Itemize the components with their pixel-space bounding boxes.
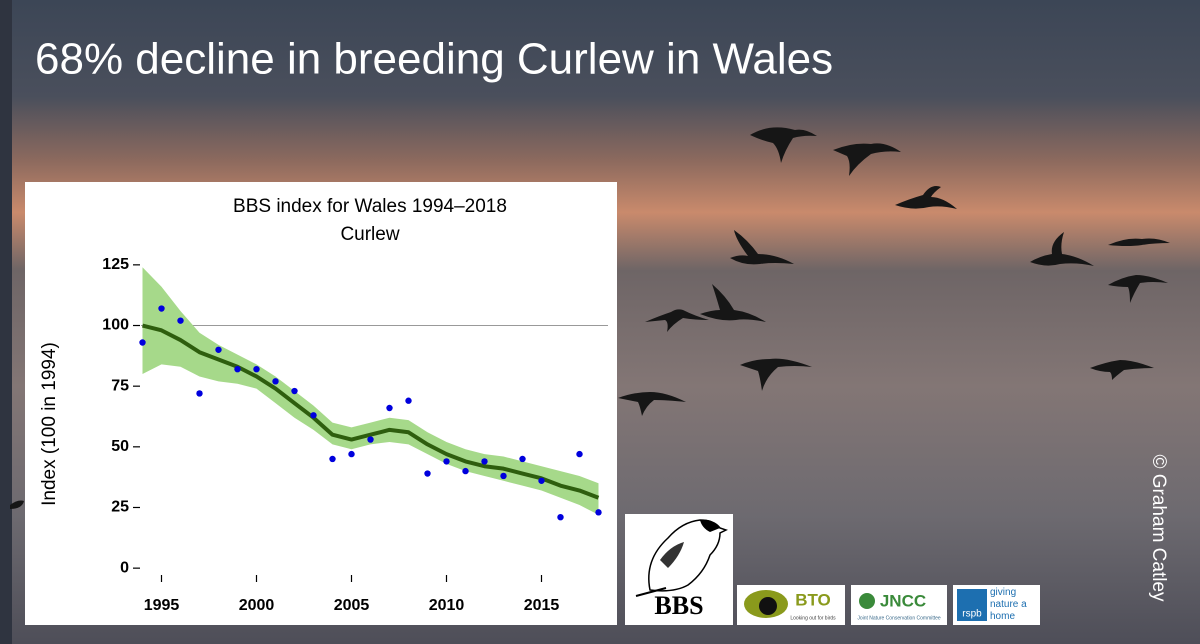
data-point	[234, 365, 241, 373]
data-point	[253, 365, 260, 373]
data-point	[139, 339, 146, 346]
y-axis-label: Index (100 in 1994)	[39, 342, 60, 506]
rspb-tagline: giving nature a home	[990, 587, 1027, 622]
data-point	[462, 467, 469, 475]
data-point	[272, 378, 279, 385]
bto-logo-text: BTO	[795, 590, 831, 609]
data-point	[481, 458, 488, 465]
bbs-bird-icon	[635, 519, 728, 597]
rspb-tagline-box: giving nature a home	[990, 587, 1027, 622]
data-point	[538, 477, 545, 484]
left-edge	[0, 0, 12, 644]
confidence-band	[142, 267, 599, 515]
data-point	[519, 455, 526, 463]
data-point	[500, 472, 507, 480]
data-point	[158, 305, 165, 312]
y-tick-label: 0	[120, 559, 129, 576]
jncc-icon	[859, 593, 875, 609]
bird-silhouettes	[10, 127, 1170, 509]
chart-title: BBS index for Wales 1994–2018	[233, 196, 507, 217]
bbs-logo-text: BBS	[654, 591, 703, 620]
data-point	[215, 346, 222, 353]
bto-icon-bird	[759, 597, 777, 615]
x-tick-label: 2010	[429, 597, 465, 614]
data-point	[348, 450, 355, 458]
data-point	[557, 513, 564, 521]
data-point	[196, 390, 203, 397]
chart-subtitle: Curlew	[340, 224, 399, 245]
data-point	[405, 397, 412, 404]
bto-tagline: Looking out for birds	[790, 615, 836, 621]
data-point	[443, 458, 450, 465]
data-point	[329, 455, 336, 463]
jncc-tagline: Joint Nature Conservation Committee	[857, 615, 941, 621]
x-tick-label: 2015	[524, 597, 560, 614]
jncc-logo-text: JNCC	[880, 591, 926, 610]
y-tick-label: 100	[102, 317, 129, 334]
trend-line	[142, 323, 600, 500]
rspb-logo-text: rspb	[962, 609, 982, 620]
y-tick-label: 125	[102, 256, 129, 273]
data-point	[310, 412, 317, 419]
data-point	[576, 450, 583, 458]
data-point	[177, 317, 184, 324]
y-tick-label: 75	[111, 377, 129, 394]
data-point	[595, 509, 602, 516]
photo-credit: © Graham Catley	[1148, 454, 1169, 602]
x-tick-label: 1995	[144, 597, 180, 614]
chart: BBS index for Wales 1994–2018 Curlew Ind…	[39, 196, 608, 614]
data-point	[367, 436, 374, 443]
y-tick-label: 50	[111, 438, 129, 455]
data-point	[424, 470, 431, 477]
data-point	[291, 387, 298, 395]
x-tick-label: 2000	[239, 597, 275, 614]
y-tick-label: 25	[111, 499, 129, 516]
data-point	[386, 404, 393, 412]
slide-title: 68% decline in breeding Curlew in Wales	[35, 35, 833, 84]
x-tick-label: 2005	[334, 597, 370, 614]
rspb-icon	[957, 589, 987, 621]
chart-panel	[25, 182, 617, 625]
